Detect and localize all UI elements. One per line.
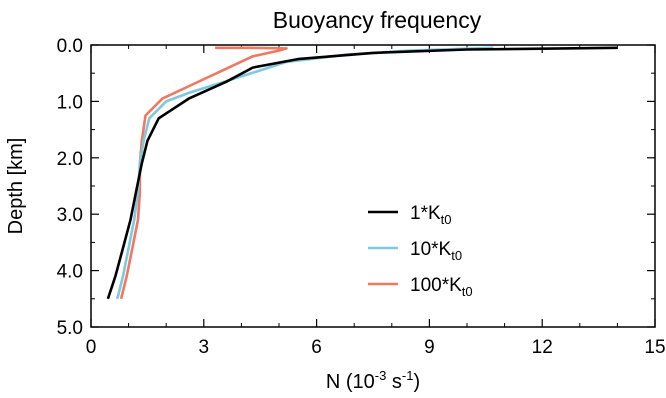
x-tick-label: 12 <box>532 337 553 358</box>
x-axis-label: N (10-3 s-1) <box>326 368 420 393</box>
y-tick-label: 0.0 <box>57 36 83 57</box>
legend-entry-subscript: t0 <box>462 284 473 299</box>
series-line <box>106 46 618 300</box>
x-axis-label-base: N (10 <box>326 371 375 393</box>
legend-entry-base: 1*K <box>410 203 441 224</box>
x-tick-label: 0 <box>86 337 97 358</box>
x-axis-label-exponent-2: -1 <box>402 368 414 383</box>
x-tick-label: 15 <box>644 337 665 358</box>
x-tick-label: 9 <box>424 337 435 358</box>
legend-entry: 10*Kt0 <box>410 239 462 263</box>
y-tick-label: 4.0 <box>57 262 83 283</box>
legend-entry: 100*Kt0 <box>410 275 473 299</box>
y-tick-label: 1.0 <box>57 92 83 113</box>
x-axis-label-mid: s <box>386 371 402 393</box>
x-tick-label: 6 <box>311 337 322 358</box>
x-tick-label: 3 <box>199 337 210 358</box>
series-lines <box>106 46 618 300</box>
legend-entry-subscript: t0 <box>441 212 452 227</box>
y-ticks: 0.0 1.0 2.0 3.0 4.0 5.0 <box>57 36 655 339</box>
y-tick-label: 3.0 <box>57 205 83 226</box>
x-ticks: 0 3 6 9 12 15 <box>86 45 666 358</box>
legend-entry-subscript: t0 <box>451 248 462 263</box>
series-line <box>116 46 494 300</box>
series-line <box>119 46 288 300</box>
legend-entry-base: 100*K <box>410 275 462 296</box>
chart-title: Buoyancy frequency <box>273 7 482 33</box>
legend-entry-base: 10*K <box>410 239 452 260</box>
legend-entry: 1*Kt0 <box>410 203 451 227</box>
y-tick-label: 5.0 <box>57 318 83 339</box>
y-tick-label: 2.0 <box>57 149 83 170</box>
y-axis-label: Depth [km] <box>5 138 27 235</box>
x-axis-label-exponent: -3 <box>375 368 387 383</box>
x-axis-label-end: ) <box>413 371 420 393</box>
